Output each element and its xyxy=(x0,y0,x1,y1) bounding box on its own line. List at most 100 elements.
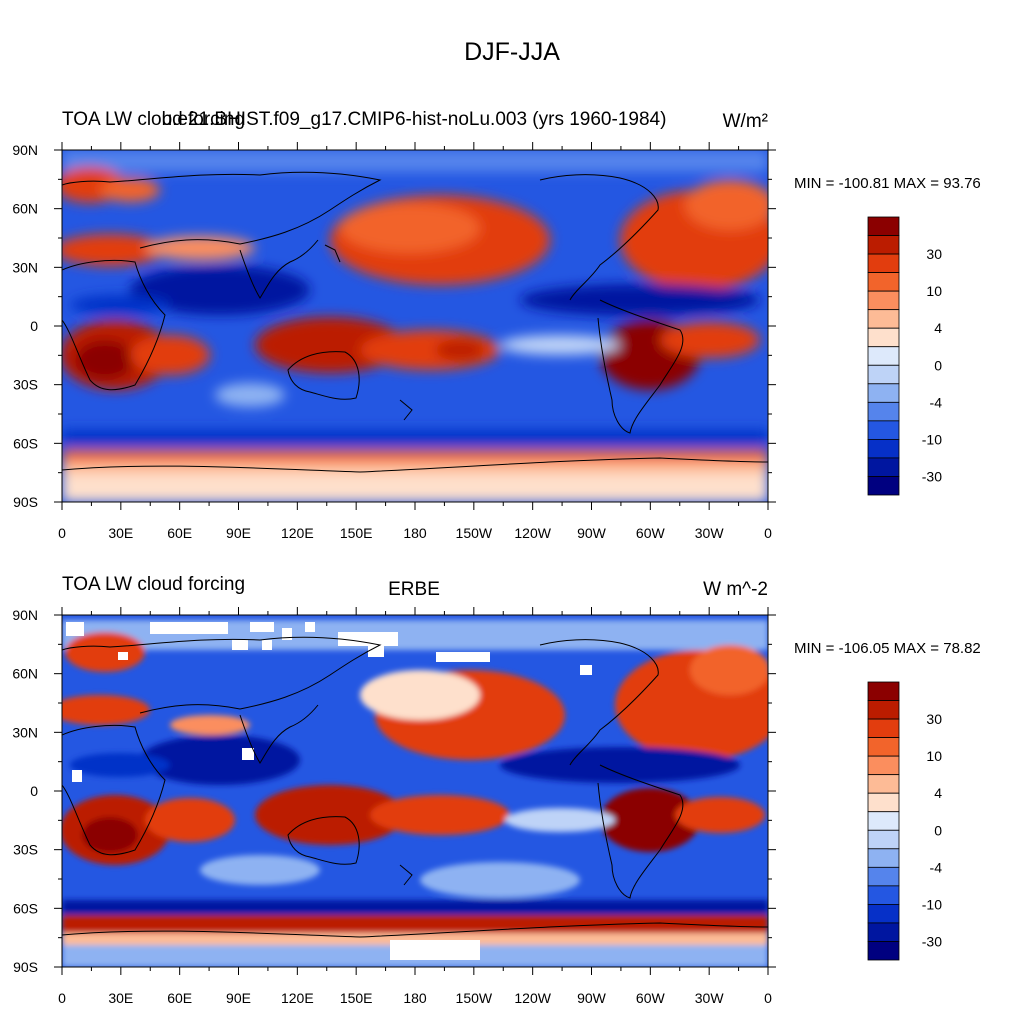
colorbar2-swatch xyxy=(867,904,900,924)
colorbar2-label: 0 xyxy=(934,822,942,838)
colorbar2-swatch xyxy=(867,718,900,738)
panel1-lon-label: 0 xyxy=(58,525,66,541)
colorbar1-swatch xyxy=(867,253,900,273)
colorbar1-swatch xyxy=(867,420,900,440)
panel2-lat-label: 60N xyxy=(12,666,38,682)
panel1-lon-label: 120E xyxy=(281,525,314,541)
panel1-lat-label: 60N xyxy=(12,201,38,217)
panel1-units: W/m² xyxy=(722,111,768,132)
panel2-lon-label: 90E xyxy=(226,990,251,1006)
panel2-lat-label: 30N xyxy=(12,724,38,740)
panel2-min-max: MIN = -106.05 MAX = 78.82 xyxy=(794,640,981,657)
panel2-lon-label: 60W xyxy=(636,990,666,1006)
colorbar1-label: -30 xyxy=(922,468,942,484)
colorbar1-label: 0 xyxy=(934,357,942,373)
panel1-lon-label: 60E xyxy=(167,525,192,541)
colorbar2-swatch xyxy=(867,700,900,720)
panel1-lon-label: 120W xyxy=(514,525,551,541)
panel1-lon-label: 150E xyxy=(340,525,373,541)
colorbar1-swatch xyxy=(867,272,900,292)
colorbars-group: 30 10 4 0 -4 -10 -30 30 10 4 0 -4 -10 -30 xyxy=(867,216,943,961)
panel1-left-title: TOA LW cloud forcing xyxy=(62,109,246,130)
colorbar1-swatch xyxy=(867,476,900,496)
panel2-lat-label: 30S xyxy=(13,842,38,858)
colorbar1-swatch xyxy=(867,401,900,422)
panel1-lon-label: 150W xyxy=(456,525,493,541)
colorbar1-swatch xyxy=(867,364,900,385)
panel2-lon-label: 90W xyxy=(577,990,607,1006)
panel1-map xyxy=(62,150,768,502)
colorbar1-label: -10 xyxy=(922,431,942,447)
panel1-lat-label: 90S xyxy=(13,494,38,510)
colorbar1-swatch xyxy=(867,457,900,477)
panel2-lon-label: 0 xyxy=(58,990,66,1006)
panel2-lon-label: 120E xyxy=(281,990,314,1006)
panel2-map xyxy=(62,615,768,967)
panel2-lon-label: 60E xyxy=(167,990,192,1006)
panel2-missing-data xyxy=(66,622,592,960)
colorbar2-label: -10 xyxy=(922,896,942,912)
colorbar2-label: 4 xyxy=(934,785,942,801)
panel1-lon-label: 60W xyxy=(636,525,666,541)
colorbar2-swatch xyxy=(867,774,900,794)
panel2-coastlines xyxy=(62,636,768,938)
axes-group: 90N 60N 30N 0 30S 60S 90S 0 30E 60E 90E 120E 150E 180… xyxy=(12,142,776,1006)
colorbar2-label: 30 xyxy=(926,711,942,727)
colorbar1-swatch xyxy=(867,216,900,236)
panel1-lat-label: 30S xyxy=(13,377,38,393)
panel1-lon-label: 30W xyxy=(695,525,725,541)
colorbar2-swatch xyxy=(867,792,900,813)
panel2-units: W m^-2 xyxy=(703,579,768,600)
panel2-lon-label: 180 xyxy=(403,990,427,1006)
panel2-left-title: TOA LW cloud forcing xyxy=(62,574,246,595)
panel1-center-title: b.e21.BHIST.f09_g17.CMIP6-hist-noLu.003 … xyxy=(161,109,667,130)
colorbar2-swatch xyxy=(867,848,900,868)
panel1-lat-label: 30N xyxy=(12,259,38,275)
colorbar2-swatch xyxy=(867,737,900,757)
colorbar2-swatch xyxy=(867,922,900,942)
colorbar1-label: -4 xyxy=(930,394,943,410)
panel1-lat-label: 60S xyxy=(13,435,38,451)
colorbar2-swatch xyxy=(867,885,900,905)
panel1-lon-label: 90E xyxy=(226,525,251,541)
panel2-lon-label: 150E xyxy=(340,990,373,1006)
colorbar1-swatch xyxy=(867,290,900,311)
panel1-lon-label: 180 xyxy=(403,525,427,541)
colorbar1-swatch xyxy=(867,327,900,348)
panel1-lat-label: 90N xyxy=(12,142,38,158)
colorbar2-label: -30 xyxy=(922,933,942,949)
panel2-lon-label: 30E xyxy=(108,990,133,1006)
colorbar2-swatch xyxy=(867,681,900,701)
panel1-lon-label: 30E xyxy=(108,525,133,541)
colorbar2-swatch xyxy=(867,829,900,850)
panel1-lon-label: 0 xyxy=(764,525,772,541)
panel1-lon-label: 90W xyxy=(577,525,607,541)
colorbar2-swatch xyxy=(867,866,900,887)
panel2-lat-label: 90S xyxy=(13,959,38,975)
panel1-min-max: MIN = -100.81 MAX = 93.76 xyxy=(794,175,981,192)
panel2-lat-label: 0 xyxy=(30,783,38,799)
panel2-lat-label: 60S xyxy=(13,900,38,916)
figure-title: DJF-JJA xyxy=(464,38,560,66)
colorbar1-swatch xyxy=(867,309,900,329)
panel2-lon-label: 0 xyxy=(764,990,772,1006)
panel2-lon-label: 150W xyxy=(456,990,493,1006)
panel1-lat-label: 0 xyxy=(30,318,38,334)
colorbar1-label: 4 xyxy=(934,320,942,336)
colorbar2-swatch xyxy=(867,811,900,831)
colorbar1-label: 10 xyxy=(926,283,942,299)
colorbar1-swatch xyxy=(867,346,900,366)
colorbar1-label: 30 xyxy=(926,246,942,262)
colorbar1-swatch xyxy=(867,383,900,403)
colorbar2-swatch xyxy=(867,755,900,776)
colorbar1-swatch xyxy=(867,235,900,255)
panel1-coastlines xyxy=(62,171,768,473)
colorbar1-swatch xyxy=(867,438,900,459)
panel2-center-title: ERBE xyxy=(388,579,440,600)
colorbar2-label: -4 xyxy=(930,859,943,875)
panel2-lon-label: 30W xyxy=(695,990,725,1006)
panel2-lon-label: 120W xyxy=(514,990,551,1006)
colorbar2-label: 10 xyxy=(926,748,942,764)
panel2-lat-label: 90N xyxy=(12,607,38,623)
